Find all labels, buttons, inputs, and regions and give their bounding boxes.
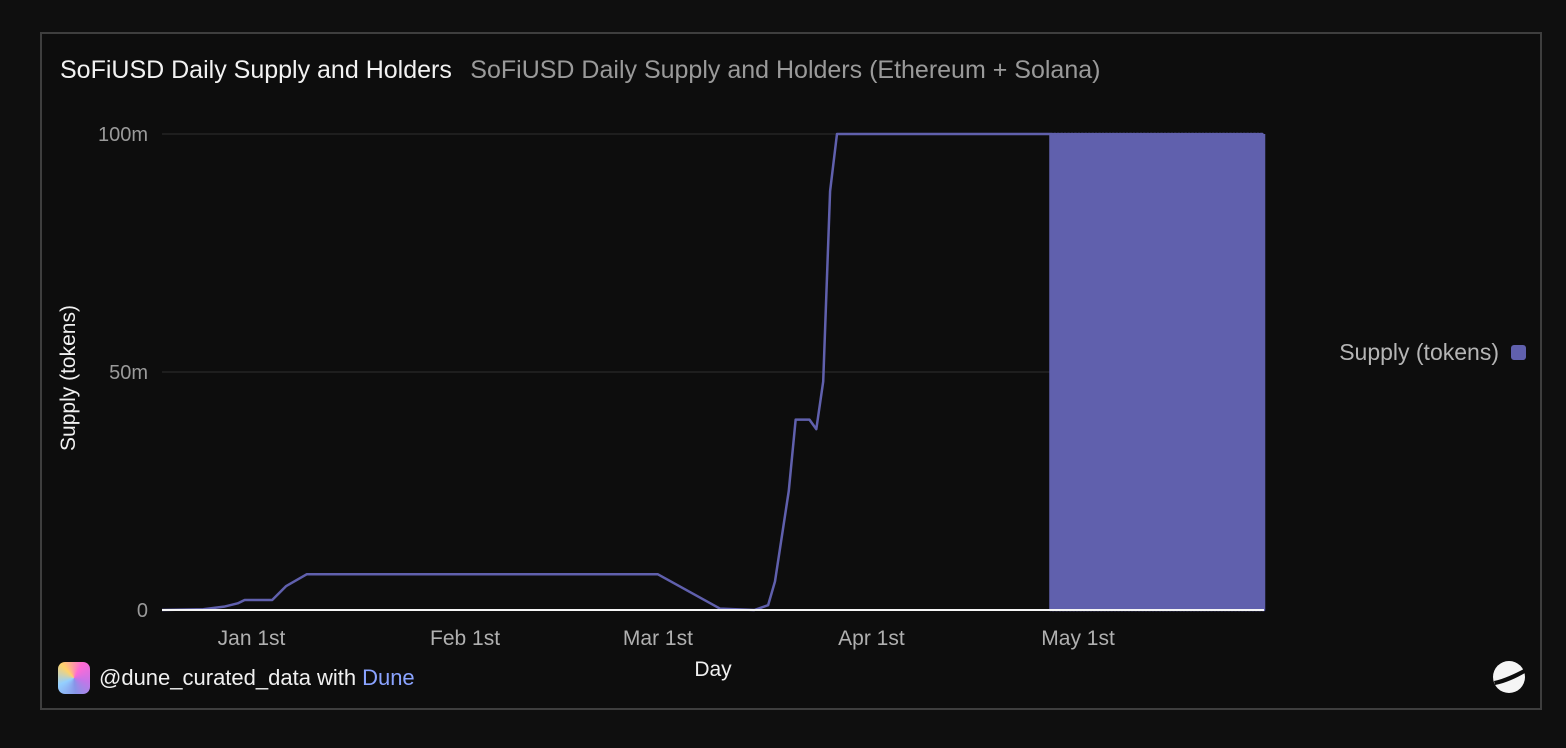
x-tick-label: Apr 1st (838, 627, 905, 650)
x-tick-label: Mar 1st (623, 627, 693, 650)
y-tick-label: 0 (137, 600, 148, 622)
footer-with-text: with (316, 665, 357, 690)
y-tick-label: 100m (98, 124, 148, 146)
legend-label-supply: Supply (tokens) (1339, 339, 1499, 365)
x-axis-label: Day (694, 658, 732, 681)
x-tick-label: Feb 1st (430, 627, 500, 650)
chart-header: SoFiUSD Daily Supply and Holders SoFiUSD… (60, 56, 1100, 85)
x-tick-label: Jan 1st (218, 627, 286, 650)
dune-link[interactable]: Dune (362, 665, 415, 690)
chart-subtitle: SoFiUSD Daily Supply and Holders (Ethere… (470, 56, 1101, 84)
supply-line-chart: 0 50m 100m Jan 1st Feb 1st Mar 1st Apr 1st May … (57, 124, 1266, 681)
footer-attribution: @dune_curated_data with Dune (58, 662, 415, 694)
y-axis-label: Supply (tokens) (57, 305, 80, 451)
creator-avatar[interactable] (58, 662, 90, 694)
y-tick-label: 50m (109, 362, 148, 384)
x-tick-label: May 1st (1041, 627, 1115, 650)
chart-title: SoFiUSD Daily Supply and Holders (60, 56, 452, 84)
chart-card: SoFiUSD Daily Supply and Holders SoFiUSD… (40, 32, 1542, 710)
creator-username[interactable]: @dune_curated_data (99, 665, 311, 690)
dune-logo-icon[interactable] (1492, 660, 1526, 694)
chart-legend[interactable]: Supply (tokens) (1339, 339, 1526, 366)
legend-swatch-supply (1511, 345, 1526, 360)
